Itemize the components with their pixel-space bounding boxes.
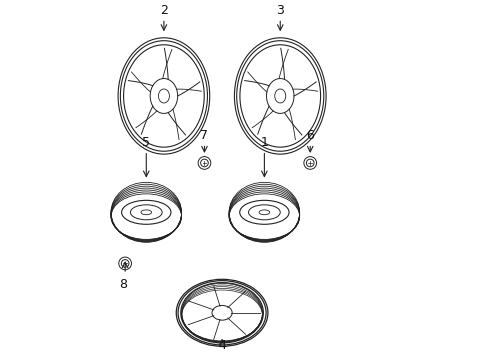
Text: 1: 1 xyxy=(261,136,269,149)
Text: 2: 2 xyxy=(160,4,168,17)
Text: 5: 5 xyxy=(142,136,150,149)
Text: 8: 8 xyxy=(120,278,127,291)
Text: 7: 7 xyxy=(200,129,208,142)
Text: 4: 4 xyxy=(218,338,226,352)
Text: 6: 6 xyxy=(306,129,314,142)
Text: 3: 3 xyxy=(276,4,284,17)
